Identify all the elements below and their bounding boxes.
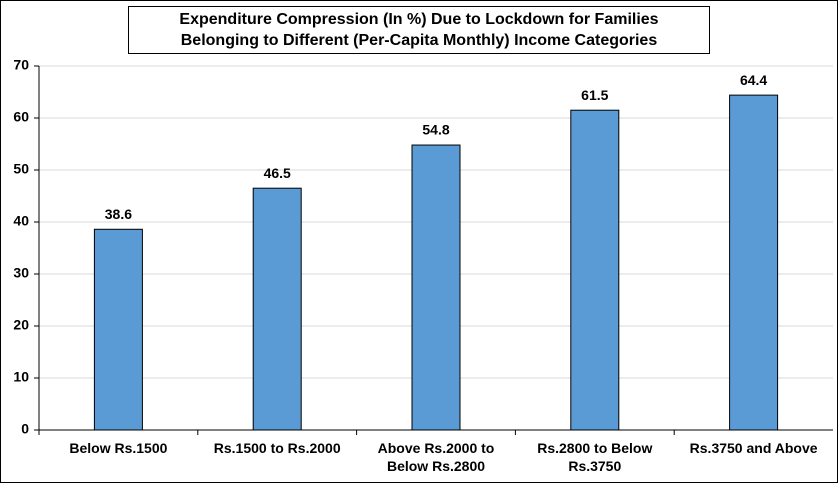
y-tick-label: 10 bbox=[13, 369, 29, 385]
y-tick-label: 30 bbox=[13, 265, 29, 281]
x-tick-label: Rs.2800 to Below Rs.3750 bbox=[537, 440, 653, 474]
x-tick-label: Rs.1500 to Rs.2000 bbox=[213, 440, 341, 456]
data-label: 54.8 bbox=[422, 122, 449, 138]
y-tick-label: 50 bbox=[13, 161, 29, 177]
y-tick-label: 70 bbox=[13, 57, 29, 73]
title-line: Expenditure Compression (In %) Due to Lo… bbox=[179, 11, 659, 28]
x-tick-label: Below Rs.1500 bbox=[69, 440, 168, 456]
y-tick-label: 0 bbox=[21, 421, 29, 437]
y-tick-label: 20 bbox=[13, 317, 29, 333]
data-label: 46.5 bbox=[264, 165, 291, 181]
y-tick-label: 60 bbox=[13, 109, 29, 125]
title-line: Belonging to Different (Per-Capita Month… bbox=[180, 32, 658, 49]
y-tick-label: 40 bbox=[13, 213, 29, 229]
data-label: 61.5 bbox=[581, 87, 608, 103]
x-tick-label: Rs.3750 and Above bbox=[689, 440, 818, 456]
data-label: 38.6 bbox=[105, 206, 132, 222]
bar bbox=[93, 228, 143, 431]
bar bbox=[570, 109, 620, 431]
bar bbox=[411, 144, 461, 431]
bar bbox=[252, 187, 302, 431]
chart-title: Expenditure Compression (In %) Due to Lo… bbox=[128, 6, 710, 54]
x-tick-label: Above Rs.2000 to Below Rs.2800 bbox=[377, 440, 495, 474]
data-label: 64.4 bbox=[740, 72, 767, 88]
bar bbox=[729, 94, 779, 431]
